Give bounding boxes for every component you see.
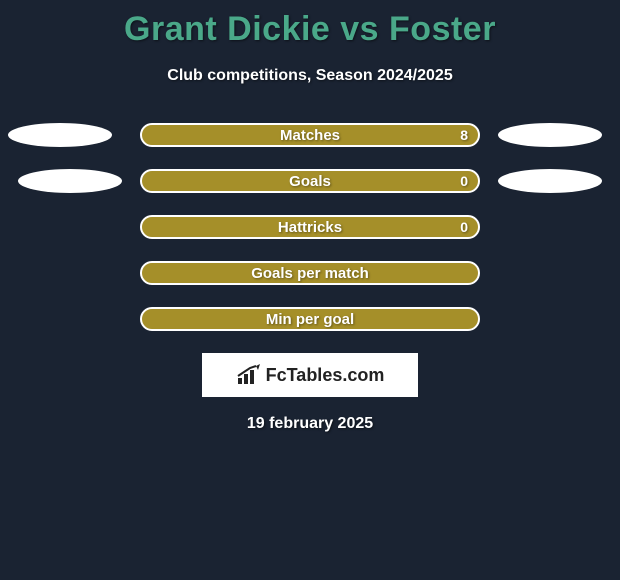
- stat-value: 0: [460, 173, 468, 189]
- row-hattricks: Hattricks 0: [0, 215, 620, 239]
- bar-chart-icon: [236, 364, 262, 386]
- row-goals: Goals 0: [0, 169, 620, 193]
- subtitle: Club competitions, Season 2024/2025: [0, 67, 620, 85]
- stat-label: Matches: [280, 127, 340, 144]
- comparison-rows: Matches 8 Goals 0 Hattricks 0 Goals per …: [0, 123, 620, 331]
- stat-value: 0: [460, 219, 468, 235]
- page-title: Grant Dickie vs Foster: [0, 0, 620, 49]
- stat-bar: Goals per match: [140, 261, 480, 285]
- left-marker-ellipse: [8, 123, 112, 147]
- date-text: 19 february 2025: [0, 415, 620, 433]
- row-min-per-goal: Min per goal: [0, 307, 620, 331]
- stat-value: 8: [460, 127, 468, 143]
- row-matches: Matches 8: [0, 123, 620, 147]
- stat-bar: Goals 0: [140, 169, 480, 193]
- right-marker-ellipse: [498, 123, 602, 147]
- stat-bar: Matches 8: [140, 123, 480, 147]
- row-goals-per-match: Goals per match: [0, 261, 620, 285]
- logo: FcTables.com: [236, 364, 385, 386]
- stat-label: Min per goal: [266, 311, 354, 328]
- stat-label: Goals per match: [251, 265, 369, 282]
- stat-label: Hattricks: [278, 219, 342, 236]
- stat-bar: Min per goal: [140, 307, 480, 331]
- stat-label: Goals: [289, 173, 331, 190]
- logo-text: FcTables.com: [266, 365, 385, 386]
- left-marker-ellipse: [18, 169, 122, 193]
- stat-bar: Hattricks 0: [140, 215, 480, 239]
- logo-box: FcTables.com: [202, 353, 418, 397]
- right-marker-ellipse: [498, 169, 602, 193]
